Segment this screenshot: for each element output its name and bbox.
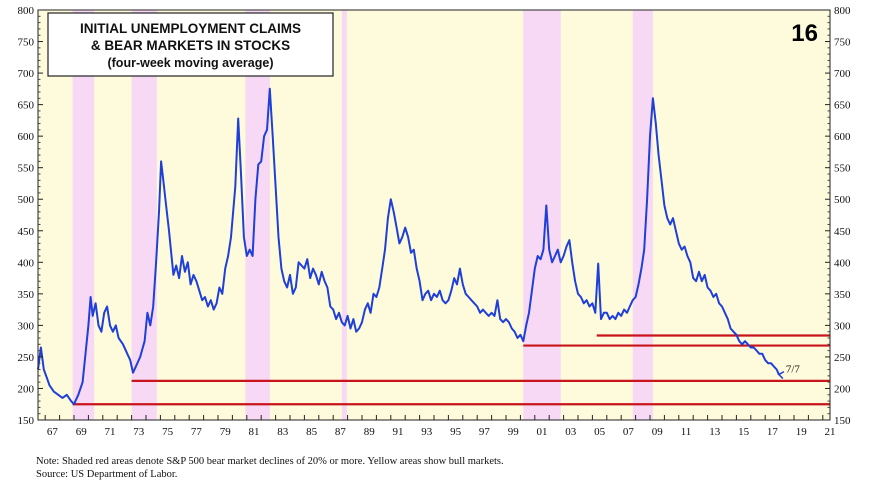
y-tick-label: 700 bbox=[834, 68, 851, 80]
x-tick-label: 95 bbox=[450, 426, 462, 438]
y-tick-label: 700 bbox=[18, 68, 35, 80]
y-tick-label: 400 bbox=[834, 257, 851, 269]
x-tick-label: 19 bbox=[796, 426, 808, 438]
claims-series-line bbox=[37, 87, 780, 406]
x-tick-label: 75 bbox=[162, 426, 174, 438]
x-tick-label: 17 bbox=[767, 426, 779, 438]
x-tick-label: 85 bbox=[306, 426, 318, 438]
end-marker-arrow bbox=[777, 370, 785, 380]
y-tick-label: 300 bbox=[18, 320, 35, 332]
reference-lines bbox=[72, 334, 830, 406]
y-tick-label: 250 bbox=[834, 352, 851, 364]
title-box: INITIAL UNEMPLOYMENT CLAIMS & BEAR MARKE… bbox=[47, 12, 334, 77]
y-tick-label: 200 bbox=[834, 383, 851, 395]
x-tick-label: 83 bbox=[277, 426, 289, 438]
x-tick-label: 79 bbox=[220, 426, 232, 438]
x-tick-label: 71 bbox=[105, 426, 116, 438]
y-axis-right: 150 200 250 300 350 400 450 500 550 600 650 700 750 8… bbox=[825, 5, 851, 427]
chart-note: Note: Shaded red areas denote S&P 500 be… bbox=[36, 456, 504, 467]
y-tick-label: 600 bbox=[18, 131, 35, 143]
x-tick-label: 93 bbox=[421, 426, 433, 438]
x-tick-label: 81 bbox=[249, 426, 260, 438]
x-axis: 67 69 71 73 75 77 79 81 83 85 87 89 91 93 95 97 99 01 03 05… bbox=[44, 415, 836, 438]
x-tick-label: 01 bbox=[537, 426, 548, 438]
y-tick-label: 800 bbox=[834, 5, 851, 17]
x-tick-label: 89 bbox=[364, 426, 376, 438]
y-tick-label: 350 bbox=[18, 289, 35, 301]
x-tick-label: 73 bbox=[133, 426, 145, 438]
bear-market-band bbox=[632, 10, 653, 420]
page-number: 16 bbox=[791, 20, 818, 47]
bear-market-band bbox=[523, 10, 561, 420]
y-tick-label: 650 bbox=[18, 100, 35, 112]
y-tick-label: 450 bbox=[18, 226, 35, 238]
chart-title: INITIAL UNEMPLOYMENT CLAIMS bbox=[80, 21, 301, 36]
y-tick-label: 300 bbox=[834, 320, 851, 332]
title-box-frame bbox=[47, 12, 334, 77]
bear-market-band bbox=[131, 10, 157, 420]
plot-background bbox=[38, 10, 830, 420]
x-tick-label: 13 bbox=[709, 426, 721, 438]
bear-market-band bbox=[245, 10, 270, 420]
bear-market-band bbox=[341, 10, 347, 420]
y-tick-label: 650 bbox=[834, 100, 851, 112]
y-tick-label: 150 bbox=[18, 415, 35, 427]
x-tick-label: 09 bbox=[652, 426, 664, 438]
y-axis-left: 150 200 250 300 350 400 450 500 550 600 650 700 750 8… bbox=[18, 5, 43, 427]
x-tick-label: 21 bbox=[825, 426, 836, 438]
x-tick-label: 69 bbox=[76, 426, 88, 438]
y-tick-label: 600 bbox=[834, 131, 851, 143]
y-tick-label: 750 bbox=[834, 37, 851, 49]
x-tick-label: 97 bbox=[479, 426, 491, 438]
y-tick-label: 500 bbox=[18, 194, 35, 206]
y-tick-label: 250 bbox=[18, 352, 35, 364]
y-tick-label: 200 bbox=[18, 383, 35, 395]
chart-source: Source: US Department of Labor. bbox=[36, 469, 178, 480]
y-tick-label: 550 bbox=[834, 163, 851, 175]
y-tick-label: 450 bbox=[834, 226, 851, 238]
x-tick-label: 87 bbox=[335, 426, 347, 438]
y-tick-label: 400 bbox=[18, 257, 35, 269]
x-tick-label: 15 bbox=[738, 426, 750, 438]
y-tick-label: 500 bbox=[834, 194, 851, 206]
y-tick-label: 350 bbox=[834, 289, 851, 301]
x-tick-label: 05 bbox=[594, 426, 606, 438]
x-tick-label: 77 bbox=[191, 426, 203, 438]
y-tick-label: 750 bbox=[18, 37, 35, 49]
chart-subtitle: (four-week moving average) bbox=[107, 56, 273, 70]
x-tick-label: 07 bbox=[623, 426, 635, 438]
chart-title-line2: & BEAR MARKETS IN STOCKS bbox=[91, 38, 290, 53]
y-tick-label: 550 bbox=[18, 163, 35, 175]
x-tick-label: 11 bbox=[681, 426, 692, 438]
end-date-label: 7/7 bbox=[786, 364, 801, 376]
x-tick-label: 67 bbox=[47, 426, 59, 438]
x-tick-label: 99 bbox=[508, 426, 520, 438]
x-tick-label: 91 bbox=[393, 426, 404, 438]
x-tick-label: 03 bbox=[565, 426, 577, 438]
y-tick-label: 150 bbox=[834, 415, 851, 427]
y-tick-label: 800 bbox=[18, 5, 35, 17]
